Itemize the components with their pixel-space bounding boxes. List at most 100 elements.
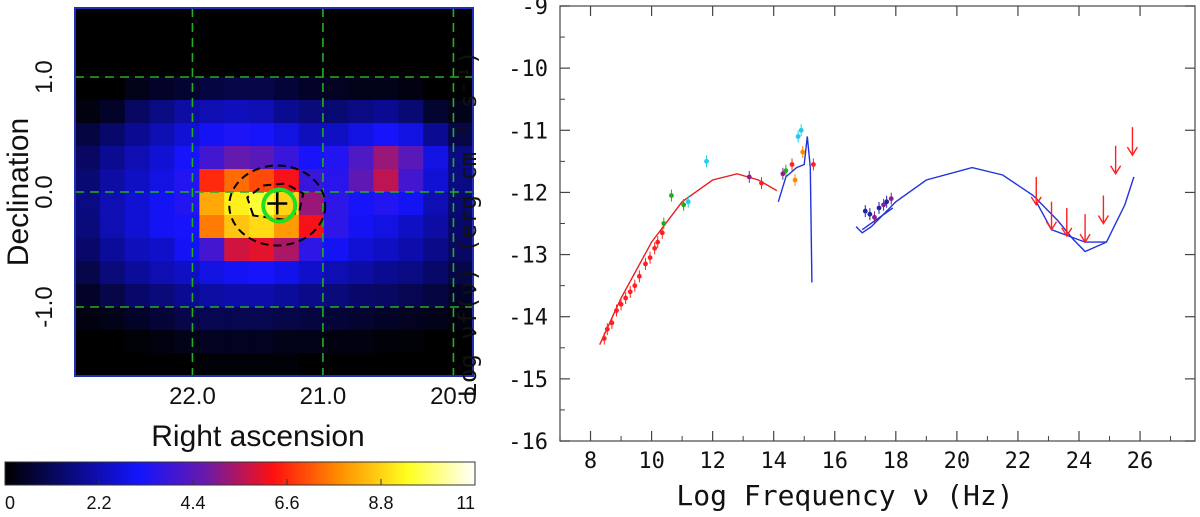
heatmap-cell — [199, 100, 225, 124]
heatmap-cell — [423, 261, 449, 285]
colorbar: 0 2.2 4.4 6.6 8.8 11 — [4, 461, 476, 513]
heatmap-cell — [448, 31, 474, 55]
sed-data-point — [652, 245, 658, 251]
heatmap-cell — [398, 31, 424, 55]
sed-y-tick-label: -15 — [508, 368, 548, 393]
sed-data-point — [604, 326, 610, 332]
heatmap-cell — [348, 77, 375, 101]
heatmap-cell — [124, 123, 151, 147]
heatmap-x-tick-label: 20.0 — [430, 383, 477, 410]
heatmap-cell — [99, 123, 126, 147]
heatmap-cell — [373, 307, 399, 331]
colorbar-tick-label: 0 — [5, 493, 15, 513]
heatmap-cell — [348, 284, 375, 308]
heatmap-cell — [124, 54, 151, 78]
sed-data-point — [636, 273, 642, 279]
heatmap-y-tick-label: 0.0 — [31, 175, 58, 208]
heatmap-cell — [274, 146, 300, 170]
colorbar-gradient — [4, 461, 476, 486]
heatmap-cell — [398, 169, 424, 193]
confidence-ellipse-outer — [228, 164, 327, 247]
heatmap-y-tick-label: -1.0 — [31, 286, 58, 327]
heatmap-cell — [298, 330, 325, 354]
heatmap-x-tick-label: 22.0 — [169, 383, 216, 410]
sed-data-point — [685, 199, 691, 205]
heatmap-cell — [149, 8, 176, 32]
heatmap-cell — [348, 8, 375, 32]
heatmap-cell — [199, 192, 225, 216]
heatmap-cell — [249, 307, 275, 331]
heatmap-cell — [398, 192, 424, 216]
sed-x-tick-label: 12 — [699, 449, 726, 474]
heatmap-cell — [75, 77, 101, 101]
heatmap-cell — [323, 31, 350, 55]
heatmap-cell — [99, 77, 126, 101]
heatmap-cell — [423, 215, 449, 239]
heatmap-cell — [274, 353, 300, 377]
heatmap-cell — [224, 307, 250, 331]
heatmap-cell — [224, 54, 250, 78]
heatmap-cell — [75, 330, 101, 354]
heatmap-cell — [348, 215, 375, 239]
heatmap-cell — [224, 169, 250, 193]
heatmap-cell — [249, 215, 275, 239]
heatmap-cell — [224, 77, 250, 101]
heatmap-cell — [75, 123, 101, 147]
heatmap-cell — [423, 330, 449, 354]
heatmap-cell — [298, 146, 325, 170]
heatmap-cell — [249, 123, 275, 147]
heatmap-cell — [323, 330, 350, 354]
heatmap-cell — [373, 192, 399, 216]
heatmap-cell — [348, 54, 375, 78]
heatmap-cell — [124, 215, 151, 239]
sed-data-point — [888, 196, 894, 202]
heatmap-cell — [373, 238, 399, 262]
sed-data-point — [746, 174, 752, 180]
heatmap-cell — [423, 169, 449, 193]
heatmap-cell — [373, 100, 399, 124]
heatmap-cell — [199, 146, 225, 170]
heatmap-cell — [199, 261, 225, 285]
sed-data-point — [862, 208, 868, 214]
heatmap-cell — [124, 77, 151, 101]
heatmap-cell — [323, 238, 350, 262]
heatmap-cell — [448, 261, 474, 285]
heatmap-cell — [174, 284, 200, 308]
heatmap-cell — [99, 353, 126, 377]
sed-data-point — [759, 180, 764, 186]
sed-panel: 8 10 12 14 16 18 20 22 24 26 -16 -15 -14 -13 -12 -11 -10… — [454, 0, 1196, 512]
heatmap-cell — [274, 123, 300, 147]
heatmap-cell — [149, 100, 176, 124]
heatmap-cell — [323, 100, 350, 124]
heatmap-cell — [448, 100, 474, 124]
heatmap-cell — [75, 261, 101, 285]
heatmap-cell — [298, 123, 325, 147]
heatmap-cell — [348, 307, 375, 331]
heatmap-cell — [124, 31, 151, 55]
heatmap-cell — [149, 77, 176, 101]
heatmap-cell — [398, 215, 424, 239]
sed-data-point — [643, 261, 648, 267]
sed-y-tick-label: -9 — [522, 0, 549, 20]
heatmap-cell — [398, 8, 424, 32]
heatmap-cell — [323, 8, 350, 32]
heatmap-cell — [199, 54, 225, 78]
heatmap-cell — [174, 31, 200, 55]
heatmap-cell — [75, 54, 101, 78]
heatmap-grid — [75, 8, 473, 376]
heatmap-cell — [398, 261, 424, 285]
heatmap-cell — [174, 54, 200, 78]
heatmap-cell — [99, 8, 126, 32]
heatmap-cell — [75, 284, 101, 308]
heatmap-cell — [448, 77, 474, 101]
heatmap-cell — [274, 169, 300, 193]
sed-data-point — [881, 202, 887, 208]
sed-upper-limits — [1030, 127, 1139, 244]
heatmap-cell — [149, 146, 176, 170]
sed-data-point — [623, 295, 629, 301]
heatmap-cell — [398, 123, 424, 147]
heatmap-cell — [249, 261, 275, 285]
heatmap-cell — [149, 215, 176, 239]
sed-model-curve — [1035, 201, 1107, 243]
heatmap-cell — [298, 54, 325, 78]
